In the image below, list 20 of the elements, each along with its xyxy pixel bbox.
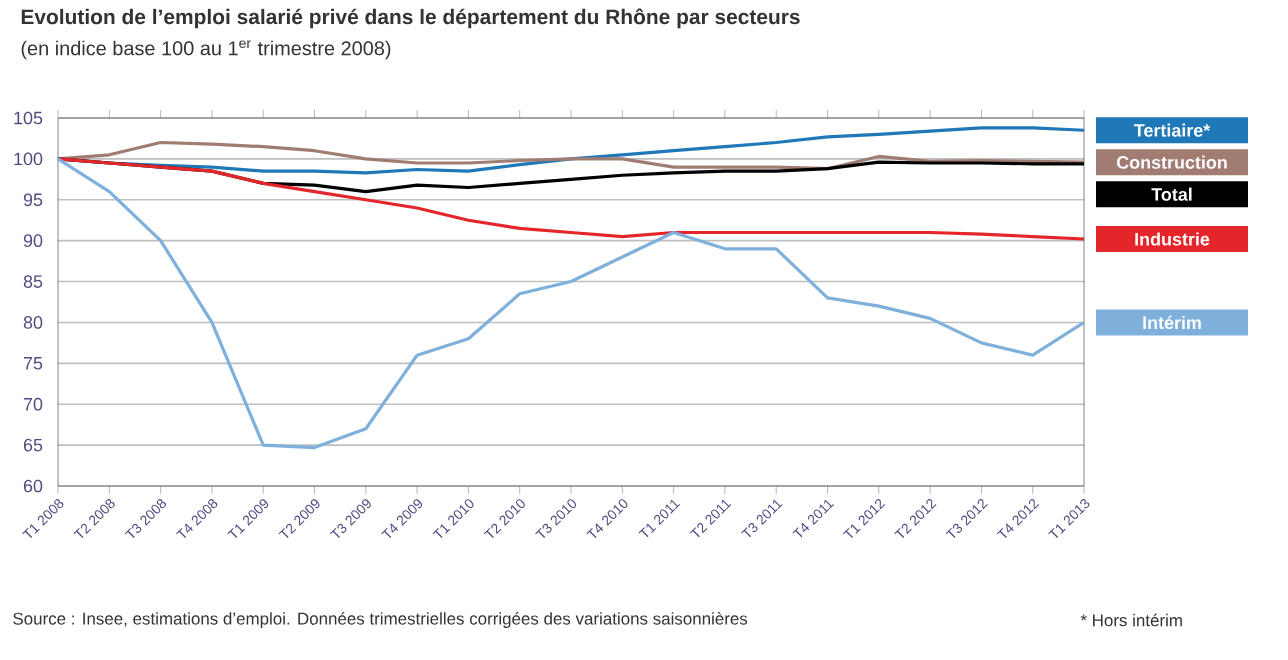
- text: Industrie: [1135, 232, 1210, 246]
- line-series: [56, 157, 1086, 450]
- text: Tertiaire*: [1133, 123, 1211, 137]
- y-tick-label: 95: [23, 193, 43, 207]
- y-tick-label: 75: [23, 357, 43, 370]
- series-label: Construction: [1116, 155, 1227, 169]
- y-tick-label: 105: [14, 111, 43, 125]
- y-tick-label: 100: [14, 152, 43, 166]
- y-tick-label: 70: [23, 397, 43, 411]
- chart-subtitle: (en indice base 100 au 1$^{er}$ trimestre 2008): [21, 40, 391, 60]
- y-tick-label: 65: [23, 438, 43, 452]
- source-note: Source : Insee, estimations d’emploi. Données trimestrielles corrigées des variations saisonnières: [13, 612, 748, 628]
- chart-title: Evolution de l’emploi salarié privé dans le département du Rhône par secteurs: [21, 8, 800, 29]
- y-tick-label: 85: [23, 275, 43, 288]
- y-tick-label: 80: [23, 316, 43, 329]
- text: Intérim: [1143, 315, 1201, 330]
- y-tick-label: 60: [23, 479, 43, 493]
- y-tick-label: 90: [23, 234, 43, 248]
- text: Total: [1151, 187, 1192, 201]
- text: * Hors intérim: [1080, 613, 1182, 627]
